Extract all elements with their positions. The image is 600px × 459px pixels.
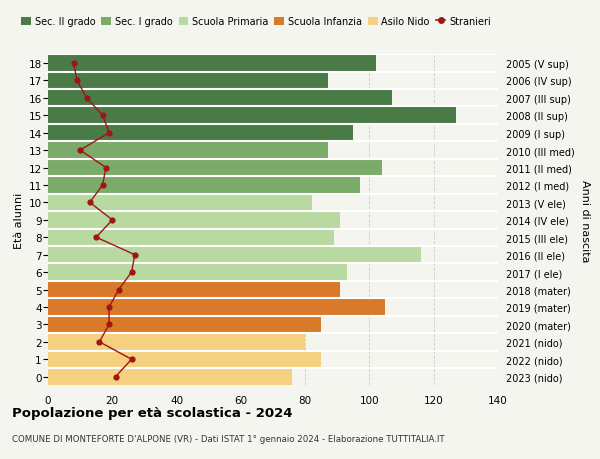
Legend: Sec. II grado, Sec. I grado, Scuola Primaria, Scuola Infanzia, Asilo Nido, Stran: Sec. II grado, Sec. I grado, Scuola Prim… [22, 17, 491, 27]
Y-axis label: Età alunni: Età alunni [14, 192, 25, 248]
Bar [48, 213, 340, 228]
Bar [48, 160, 382, 176]
Bar [48, 352, 321, 368]
Bar [48, 264, 347, 280]
Bar [48, 230, 334, 246]
Text: Popolazione per età scolastica - 2024: Popolazione per età scolastica - 2024 [12, 406, 293, 419]
Bar [48, 143, 328, 159]
Bar [48, 299, 385, 315]
Bar [48, 334, 305, 350]
Bar [48, 195, 311, 211]
Bar [48, 125, 353, 141]
Y-axis label: Anni di nascita: Anni di nascita [580, 179, 590, 262]
Bar [48, 178, 360, 194]
Bar [48, 56, 376, 72]
Bar [48, 282, 340, 298]
Bar [48, 317, 321, 333]
Bar [48, 73, 328, 89]
Bar [48, 247, 421, 263]
Bar [48, 108, 456, 124]
Text: COMUNE DI MONTEFORTE D'ALPONE (VR) - Dati ISTAT 1° gennaio 2024 - Elaborazione T: COMUNE DI MONTEFORTE D'ALPONE (VR) - Dat… [12, 434, 445, 443]
Bar [48, 90, 392, 106]
Bar [48, 369, 292, 385]
